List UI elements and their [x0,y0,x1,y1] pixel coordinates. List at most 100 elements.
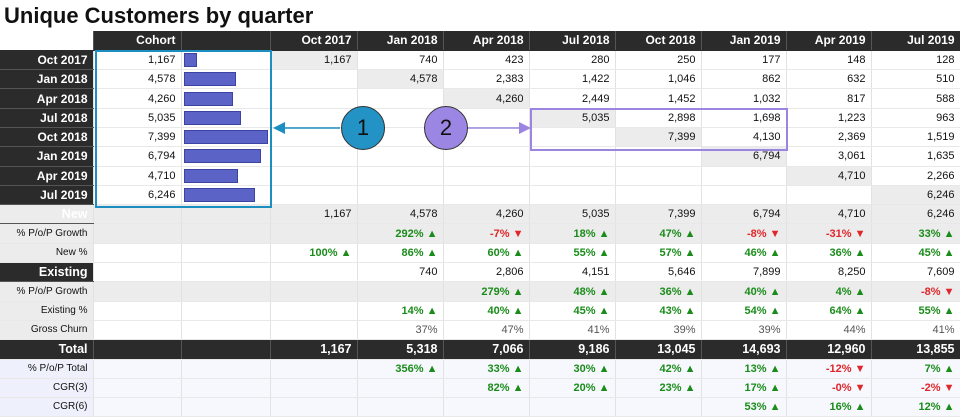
existing-value: 7,609 [871,262,960,283]
cohort-value: 4,710 [786,166,872,186]
existing-row: Existing 740 2,806 4,151 5,646 7,899 8,250 7,60… [0,262,960,283]
new_pct-value: 86% ▲ [357,243,444,264]
existing-value: 5,646 [615,262,702,283]
blank-cell [93,281,182,302]
existing_growth-value [357,281,444,302]
cohort-value [270,166,358,186]
header-quarter: Jan 2018 [357,31,444,51]
total-value: 13,045 [615,339,702,360]
new-value: 6,794 [701,204,787,225]
cohort-value: 862 [701,69,787,90]
cohort-row: Apr 2018 4,260 4,260 2,449 1,452 1,032 817 588 [0,88,960,109]
existing_pct-value: 43% ▲ [615,301,702,321]
cohort-bar [183,72,236,87]
new_growth-value: -7% ▼ [443,223,530,244]
cohort-value: 6,794 [701,146,787,167]
cohort-value [701,185,787,206]
new-row: New 1,167 4,578 4,260 5,035 7,399 6,794 4,710 6,… [0,204,960,225]
cohort-table-body: Cohort Oct 2017 Jan 2018 Apr 2018 Jul 2018 Oc… [0,31,960,418]
new_growth-row: % P/o/P Growth 292% ▲ -7% ▼ 18% ▲ 47% ▲ -8% ▼… [0,223,960,244]
blank-cell [181,243,271,264]
cohort-bar [183,168,238,183]
total-value: 7,066 [443,339,530,360]
cohort-value: 1,046 [615,69,702,90]
cohort-row: Jan 2018 4,578 4,578 2,383 1,422 1,046 862 632 5… [0,69,960,90]
existing-value: 2,806 [443,262,530,283]
cohort-row: Oct 2017 1,167 1,167 740 423 280 250 177 148 128 [0,50,960,71]
total-value: 12,960 [786,339,872,360]
cohort-bar-cell [181,185,271,206]
new_pct-row: New % 100% ▲ 86% ▲ 60% ▲ 55% ▲ 57% ▲ 46% ▲ 36% … [0,243,960,264]
cohort-label: Jan 2018 [0,69,94,90]
cgr6-value: 53% ▲ [701,397,787,418]
existing-value [270,262,358,283]
cohort-label: Jul 2018 [0,108,94,128]
cohort-value: 7,399 [615,127,702,148]
total-value: 13,855 [871,339,960,360]
cohort-label: Oct 2017 [0,50,94,71]
new_growth-value: 292% ▲ [357,223,444,244]
cgr3-value: -0% ▼ [786,378,872,399]
cohort-value: 1,223 [786,108,872,128]
gross_churn-value: 44% [786,320,872,341]
cohort-bar-cell [181,127,271,148]
existing_pct-value: 14% ▲ [357,301,444,321]
cohort-size: 4,710 [93,166,182,186]
cohort-label: Oct 2018 [0,127,94,148]
blank-cell [181,397,271,418]
cohort-size: 6,794 [93,146,182,167]
cohort-label: Apr 2019 [0,166,94,186]
new_growth-value [270,223,358,244]
total_growth-value [270,359,358,379]
cohort-value [615,146,702,167]
cohort-bar [183,188,255,203]
cohort-value: 4,578 [357,69,444,90]
cohort-bar-cell [181,166,271,186]
cohort-bar-cell [181,88,271,109]
gross_churn-value: 39% [615,320,702,341]
cgr6-label: CGR(6) [0,397,94,418]
new_pct-value: 45% ▲ [871,243,960,264]
new-value: 4,578 [357,204,444,225]
existing_growth-row: % P/o/P Growth 279% ▲ 48% ▲ 36% ▲ 40% ▲ 4% ▲ -… [0,281,960,302]
existing_pct-value: 64% ▲ [786,301,872,321]
new-value: 4,260 [443,204,530,225]
new-value: 6,246 [871,204,960,225]
gross_churn-label: Gross Churn [0,320,94,341]
cgr6-row: CGR(6) 53% ▲ 16% ▲ 12% ▲ [0,397,960,418]
cohort-row: Apr 2019 4,710 4,710 2,266 [0,166,960,186]
existing-value: 740 [357,262,444,283]
cohort-value: 280 [529,50,616,71]
cgr3-value [357,378,444,399]
cohort-value: 4,130 [701,127,787,148]
existing_pct-value: 45% ▲ [529,301,616,321]
cohort-value: 1,519 [871,127,960,148]
cohort-size: 7,399 [93,127,182,148]
total-value: 14,693 [701,339,787,360]
blank-cell [93,378,182,399]
blank-cell [181,281,271,302]
total-value: 1,167 [270,339,358,360]
new-value: 5,035 [529,204,616,225]
existing-label: Existing [0,262,94,283]
blank-cell [181,339,271,360]
cohort-bar-cell [181,108,271,128]
gross_churn-value: 41% [529,320,616,341]
cohort-value [270,146,358,167]
existing_pct-value [270,301,358,321]
new_growth-value: 18% ▲ [529,223,616,244]
cohort-value [529,185,616,206]
existing_pct-value: 55% ▲ [871,301,960,321]
new_growth-value: -31% ▼ [786,223,872,244]
cgr3-value: -2% ▼ [871,378,960,399]
existing-value: 4,151 [529,262,616,283]
gross_churn-value: 41% [871,320,960,341]
header-quarter: Jul 2018 [529,31,616,51]
cgr3-row: CGR(3) 82% ▲ 20% ▲ 23% ▲ 17% ▲ -0% ▼ -2% ▼ [0,378,960,399]
existing_pct-value: 54% ▲ [701,301,787,321]
cohort-value: 3,061 [786,146,872,167]
cohort-bar [183,110,241,125]
cohort-value [701,166,787,186]
cohort-size: 4,578 [93,69,182,90]
total_growth-value: 356% ▲ [357,359,444,379]
